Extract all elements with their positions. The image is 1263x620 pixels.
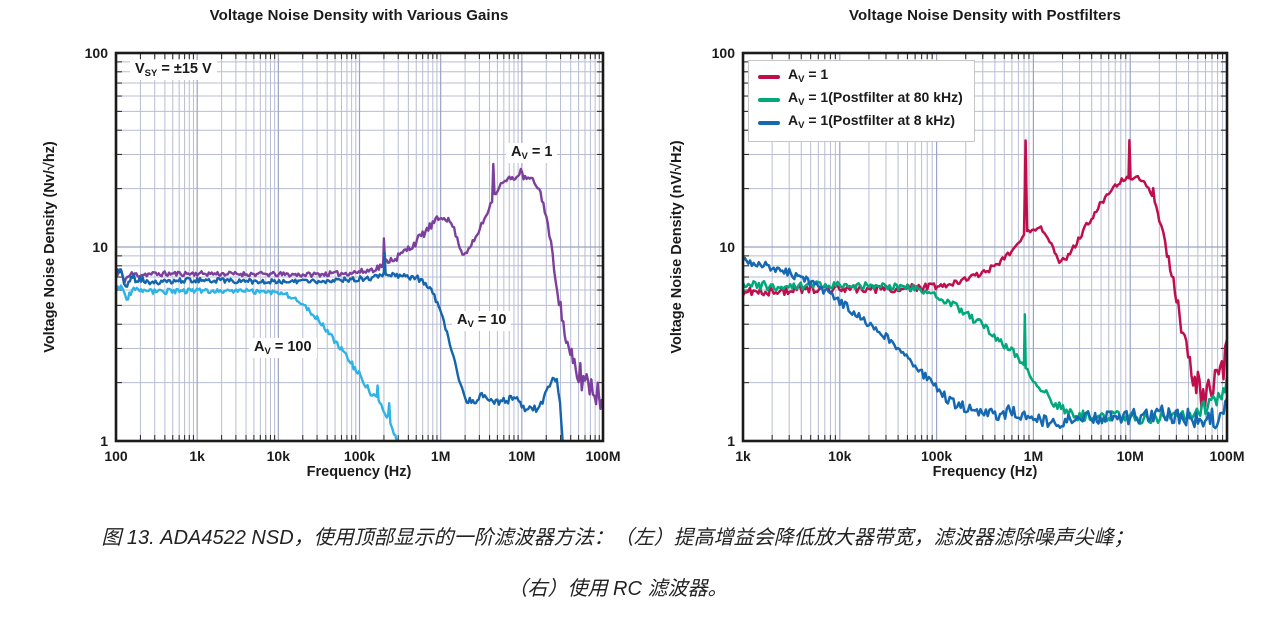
y-tick-label: 100 (84, 45, 108, 61)
legend-label: AV = 1(Postfilter at 8 kHz) (788, 112, 956, 131)
chart-right-x-axis-label: Frequency (Hz) (932, 464, 1038, 480)
legend-swatch-red (758, 75, 780, 79)
legend-swatch-green (758, 98, 780, 102)
legend-item-postfilter-8k: AV = 1(Postfilter at 8 kHz) (758, 112, 963, 134)
x-tick-label: 100 (104, 448, 128, 464)
annotation-gain-100: AV = 100 (249, 338, 317, 358)
figure-caption-line-2: （右）使用 RC 滤波器。 (507, 578, 728, 600)
series-2 (116, 284, 400, 441)
x-tick-label: 1k (189, 448, 205, 464)
legend-swatch-blue (758, 121, 780, 125)
x-tick-label: 1M (1023, 448, 1044, 464)
annotation-gain-10: AV = 10 (452, 311, 512, 331)
series-1 (116, 251, 564, 441)
x-tick-label: 100M (585, 448, 621, 464)
x-tick-label: 10M (1116, 448, 1144, 464)
annotation-supply-voltage: VSY = ±15 V (130, 60, 217, 80)
chart-left-title: Voltage Noise Density with Various Gains (209, 7, 509, 24)
series-0 (743, 139, 1227, 409)
y-tick-label: 1 (727, 433, 735, 449)
series-2 (743, 256, 1227, 430)
y-tick-label: 10 (719, 239, 735, 255)
series-0 (116, 162, 603, 410)
legend-label: AV = 1(Postfilter at 80 kHz) (788, 89, 963, 108)
figure-caption-line-1: 图 13. ADA4522 NSD，使用顶部显示的一阶滤波器方法：（左）提高增益… (101, 527, 1134, 549)
legend-item-gain-1: AV = 1 (758, 66, 963, 88)
annotation-gain-1: AV = 1 (506, 143, 558, 163)
y-tick-label: 10 (92, 239, 108, 255)
x-tick-label: 10k (266, 448, 290, 464)
x-tick-label: 10k (828, 448, 852, 464)
series-1 (743, 279, 1227, 425)
legend: AV = 1 AV = 1(Postfilter at 80 kHz) AV =… (748, 60, 975, 142)
legend-label: AV = 1 (788, 66, 829, 85)
y-tick-label: 1 (100, 433, 108, 449)
chart-left-x-axis-label: Frequency (Hz) (306, 464, 412, 480)
x-tick-label: 10M (508, 448, 536, 464)
legend-item-postfilter-80k: AV = 1(Postfilter at 80 kHz) (758, 89, 963, 111)
plot-area (114, 51, 605, 443)
chart-right-title: Voltage Noise Density with Postfilters (849, 7, 1121, 24)
x-tick-label: 100k (921, 448, 953, 464)
x-tick-label: 1M (430, 448, 451, 464)
x-tick-label: 100M (1209, 448, 1245, 464)
x-tick-label: 1k (735, 448, 751, 464)
x-tick-label: 100k (343, 448, 376, 464)
y-tick-label: 100 (711, 45, 735, 61)
